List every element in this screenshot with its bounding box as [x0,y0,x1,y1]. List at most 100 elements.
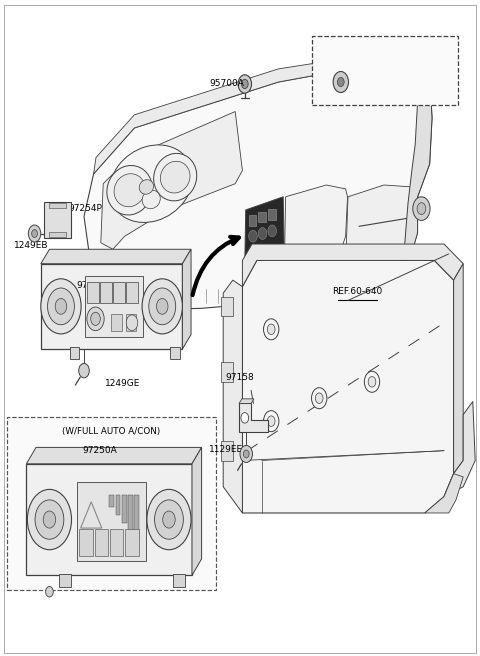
Circle shape [48,288,74,325]
Circle shape [417,203,426,215]
Polygon shape [84,62,432,310]
Circle shape [268,225,276,237]
Circle shape [55,298,67,314]
Circle shape [249,230,257,242]
Bar [268,209,276,220]
Polygon shape [242,244,463,287]
Circle shape [337,77,344,87]
Bar [221,441,233,461]
Ellipse shape [139,180,154,194]
Text: (BLANKING): (BLANKING) [359,45,412,54]
Bar [77,482,146,561]
Polygon shape [182,249,191,349]
Circle shape [155,500,183,539]
Polygon shape [444,401,475,497]
Polygon shape [245,197,284,262]
Polygon shape [94,51,432,174]
Circle shape [27,489,72,550]
Bar [173,574,185,587]
Circle shape [238,75,252,93]
Circle shape [258,228,267,239]
Circle shape [368,377,376,387]
Polygon shape [242,260,454,513]
Polygon shape [26,447,202,464]
Text: 97250A: 97250A [76,281,111,290]
Circle shape [87,307,104,331]
Ellipse shape [110,145,192,222]
Circle shape [35,500,64,539]
Circle shape [91,312,100,325]
Polygon shape [41,249,191,264]
Circle shape [43,511,56,528]
Circle shape [46,586,53,597]
Polygon shape [239,403,268,432]
Text: 1129EE: 1129EE [208,445,243,454]
Circle shape [142,279,182,334]
Bar [26,464,192,575]
Ellipse shape [114,174,145,207]
Circle shape [243,450,249,458]
Circle shape [241,413,249,423]
Bar [221,297,233,316]
Circle shape [333,72,348,92]
Bar [221,362,233,382]
Bar [95,529,108,556]
Circle shape [315,393,323,403]
Text: 97254P: 97254P [69,204,102,213]
Circle shape [156,298,168,314]
Circle shape [163,511,175,528]
Circle shape [240,445,252,462]
Bar [116,495,120,515]
Circle shape [264,411,279,432]
Ellipse shape [154,154,197,201]
Circle shape [267,416,275,426]
FancyBboxPatch shape [7,417,216,590]
Bar [122,495,127,523]
Polygon shape [223,280,242,513]
Bar [100,282,112,303]
Bar [126,282,138,303]
Circle shape [264,319,279,340]
Polygon shape [239,399,254,403]
Bar [79,529,93,556]
Circle shape [267,324,275,335]
Bar [49,232,66,237]
Ellipse shape [160,161,190,193]
Bar [113,282,125,303]
Bar [128,495,133,531]
Bar [249,215,256,226]
Polygon shape [425,474,463,513]
Bar [49,203,66,208]
Polygon shape [192,447,202,575]
Text: REF.60-640: REF.60-640 [333,287,383,297]
Bar [110,529,123,556]
Circle shape [32,230,37,237]
Polygon shape [454,264,463,474]
Polygon shape [285,185,348,276]
Bar [41,264,182,349]
Ellipse shape [107,165,152,215]
Bar [126,314,136,331]
Ellipse shape [142,190,160,209]
Circle shape [147,489,191,550]
Bar [109,495,114,507]
Circle shape [364,371,380,392]
Bar [111,314,122,331]
Text: 1249GE: 1249GE [105,379,140,388]
Bar [125,529,139,556]
Text: 1249EB: 1249EB [13,241,48,250]
Circle shape [79,363,89,378]
Circle shape [41,279,81,334]
Circle shape [28,225,41,242]
Bar [70,347,79,359]
Polygon shape [403,62,432,266]
Bar [44,202,71,238]
Polygon shape [346,185,418,282]
Bar [134,495,139,539]
Circle shape [149,288,176,325]
Circle shape [413,197,430,220]
Text: 97158: 97158 [226,373,254,382]
Polygon shape [101,112,242,249]
FancyArrowPatch shape [192,237,239,295]
Bar [258,212,266,222]
